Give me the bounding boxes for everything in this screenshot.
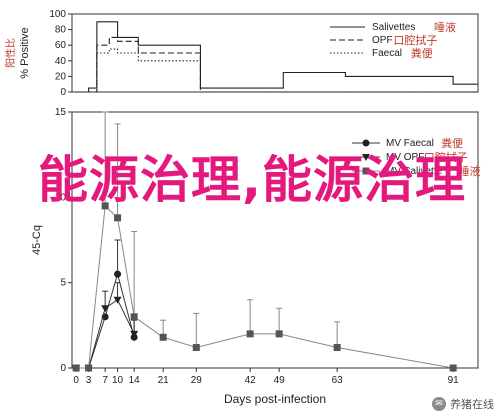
bottom-x-tick-label: 10 [112, 375, 124, 386]
bottom-x-tick-label: 49 [274, 375, 286, 386]
top-series-line-salivettes [76, 21, 478, 93]
data-point-triangle [130, 330, 139, 338]
wechat-icon: ✉ [432, 397, 446, 411]
bottom-x-tick-label: 21 [158, 375, 170, 386]
top-y-axis-title-cn: 阳性比 [4, 38, 17, 68]
data-point-square [85, 364, 93, 372]
bottom-legend-marker [362, 167, 370, 175]
data-point-triangle [101, 305, 110, 313]
data-point-square [246, 330, 254, 338]
top-legend-label-cn: 口腔拭子 [393, 33, 437, 47]
bottom-legend-marker [362, 139, 370, 147]
bottom-y-tick-label: 0 [60, 363, 66, 374]
data-point-square [72, 364, 80, 372]
bottom-legend-label-cn: 粪便 [441, 136, 463, 150]
top-legend-label: OPF [372, 35, 393, 46]
data-point-triangle [113, 296, 122, 304]
bottom-y-tick-label: 15 [55, 107, 67, 118]
bottom-x-tick-label: 3 [86, 375, 92, 386]
bottom-plot-frame [71, 111, 479, 369]
bottom-series-line-circle [76, 272, 135, 369]
top-legend-label-cn: 唾液 [434, 20, 456, 34]
bottom-legend-marker [362, 154, 370, 161]
top-y-tick-label: 60 [55, 40, 67, 51]
bottom-x-tick-label: 29 [191, 375, 203, 386]
data-point-square [101, 202, 109, 210]
bottom-x-tick-label: 0 [73, 375, 79, 386]
top-y-tick-label: 100 [49, 9, 66, 20]
data-point-square [449, 364, 457, 372]
bottom-x-tick-label: 14 [129, 375, 141, 386]
bottom-legend-label-cn: 口腔拭子 [424, 150, 468, 164]
data-point-circle [114, 270, 122, 278]
bottom-x-tick-label: 7 [102, 375, 108, 386]
bottom-x-tick-label: 42 [245, 375, 257, 386]
bottom-x-axis-title: Days post-infection [224, 392, 326, 406]
top-legend-label-cn: 粪便 [411, 46, 433, 60]
data-point-square [192, 344, 200, 352]
bottom-legend-label-cn: 唾液 [459, 164, 481, 178]
data-point-square [130, 313, 138, 321]
bottom-x-tick-label: 63 [332, 375, 344, 386]
top-y-tick-label: 20 [55, 71, 67, 82]
bottom-y-tick-label: 10 [55, 192, 67, 203]
bottom-y-axis-title: 45-Cq [31, 225, 43, 255]
top-legend-label: Faecal [372, 48, 402, 59]
data-point-square [275, 330, 283, 338]
top-y-tick-label: 40 [55, 56, 67, 67]
data-point-square [114, 214, 122, 222]
data-point-square [159, 333, 167, 341]
top-legend-label: Salivettes [372, 22, 415, 33]
watermark: ✉ 养猪在线 [432, 396, 494, 412]
bottom-legend-label: MV Salivette [386, 166, 443, 177]
bottom-x-tick-label: 91 [448, 375, 460, 386]
overlay-title: 能源治理,能源治理 [38, 151, 466, 209]
top-series-line-faecal [76, 48, 478, 93]
bottom-legend-label: MV OPF [386, 152, 424, 163]
top-y-axis-title: % Positive [19, 27, 31, 78]
top-y-tick-label: 80 [55, 25, 67, 36]
watermark-text: 养猪在线 [450, 398, 494, 411]
bottom-y-tick-label: 5 [60, 278, 66, 289]
data-point-square [333, 344, 341, 352]
bottom-series-line-square [76, 204, 454, 369]
bottom-legend-label: MV Faecal [386, 138, 434, 149]
top-y-tick-label: 0 [60, 87, 66, 98]
